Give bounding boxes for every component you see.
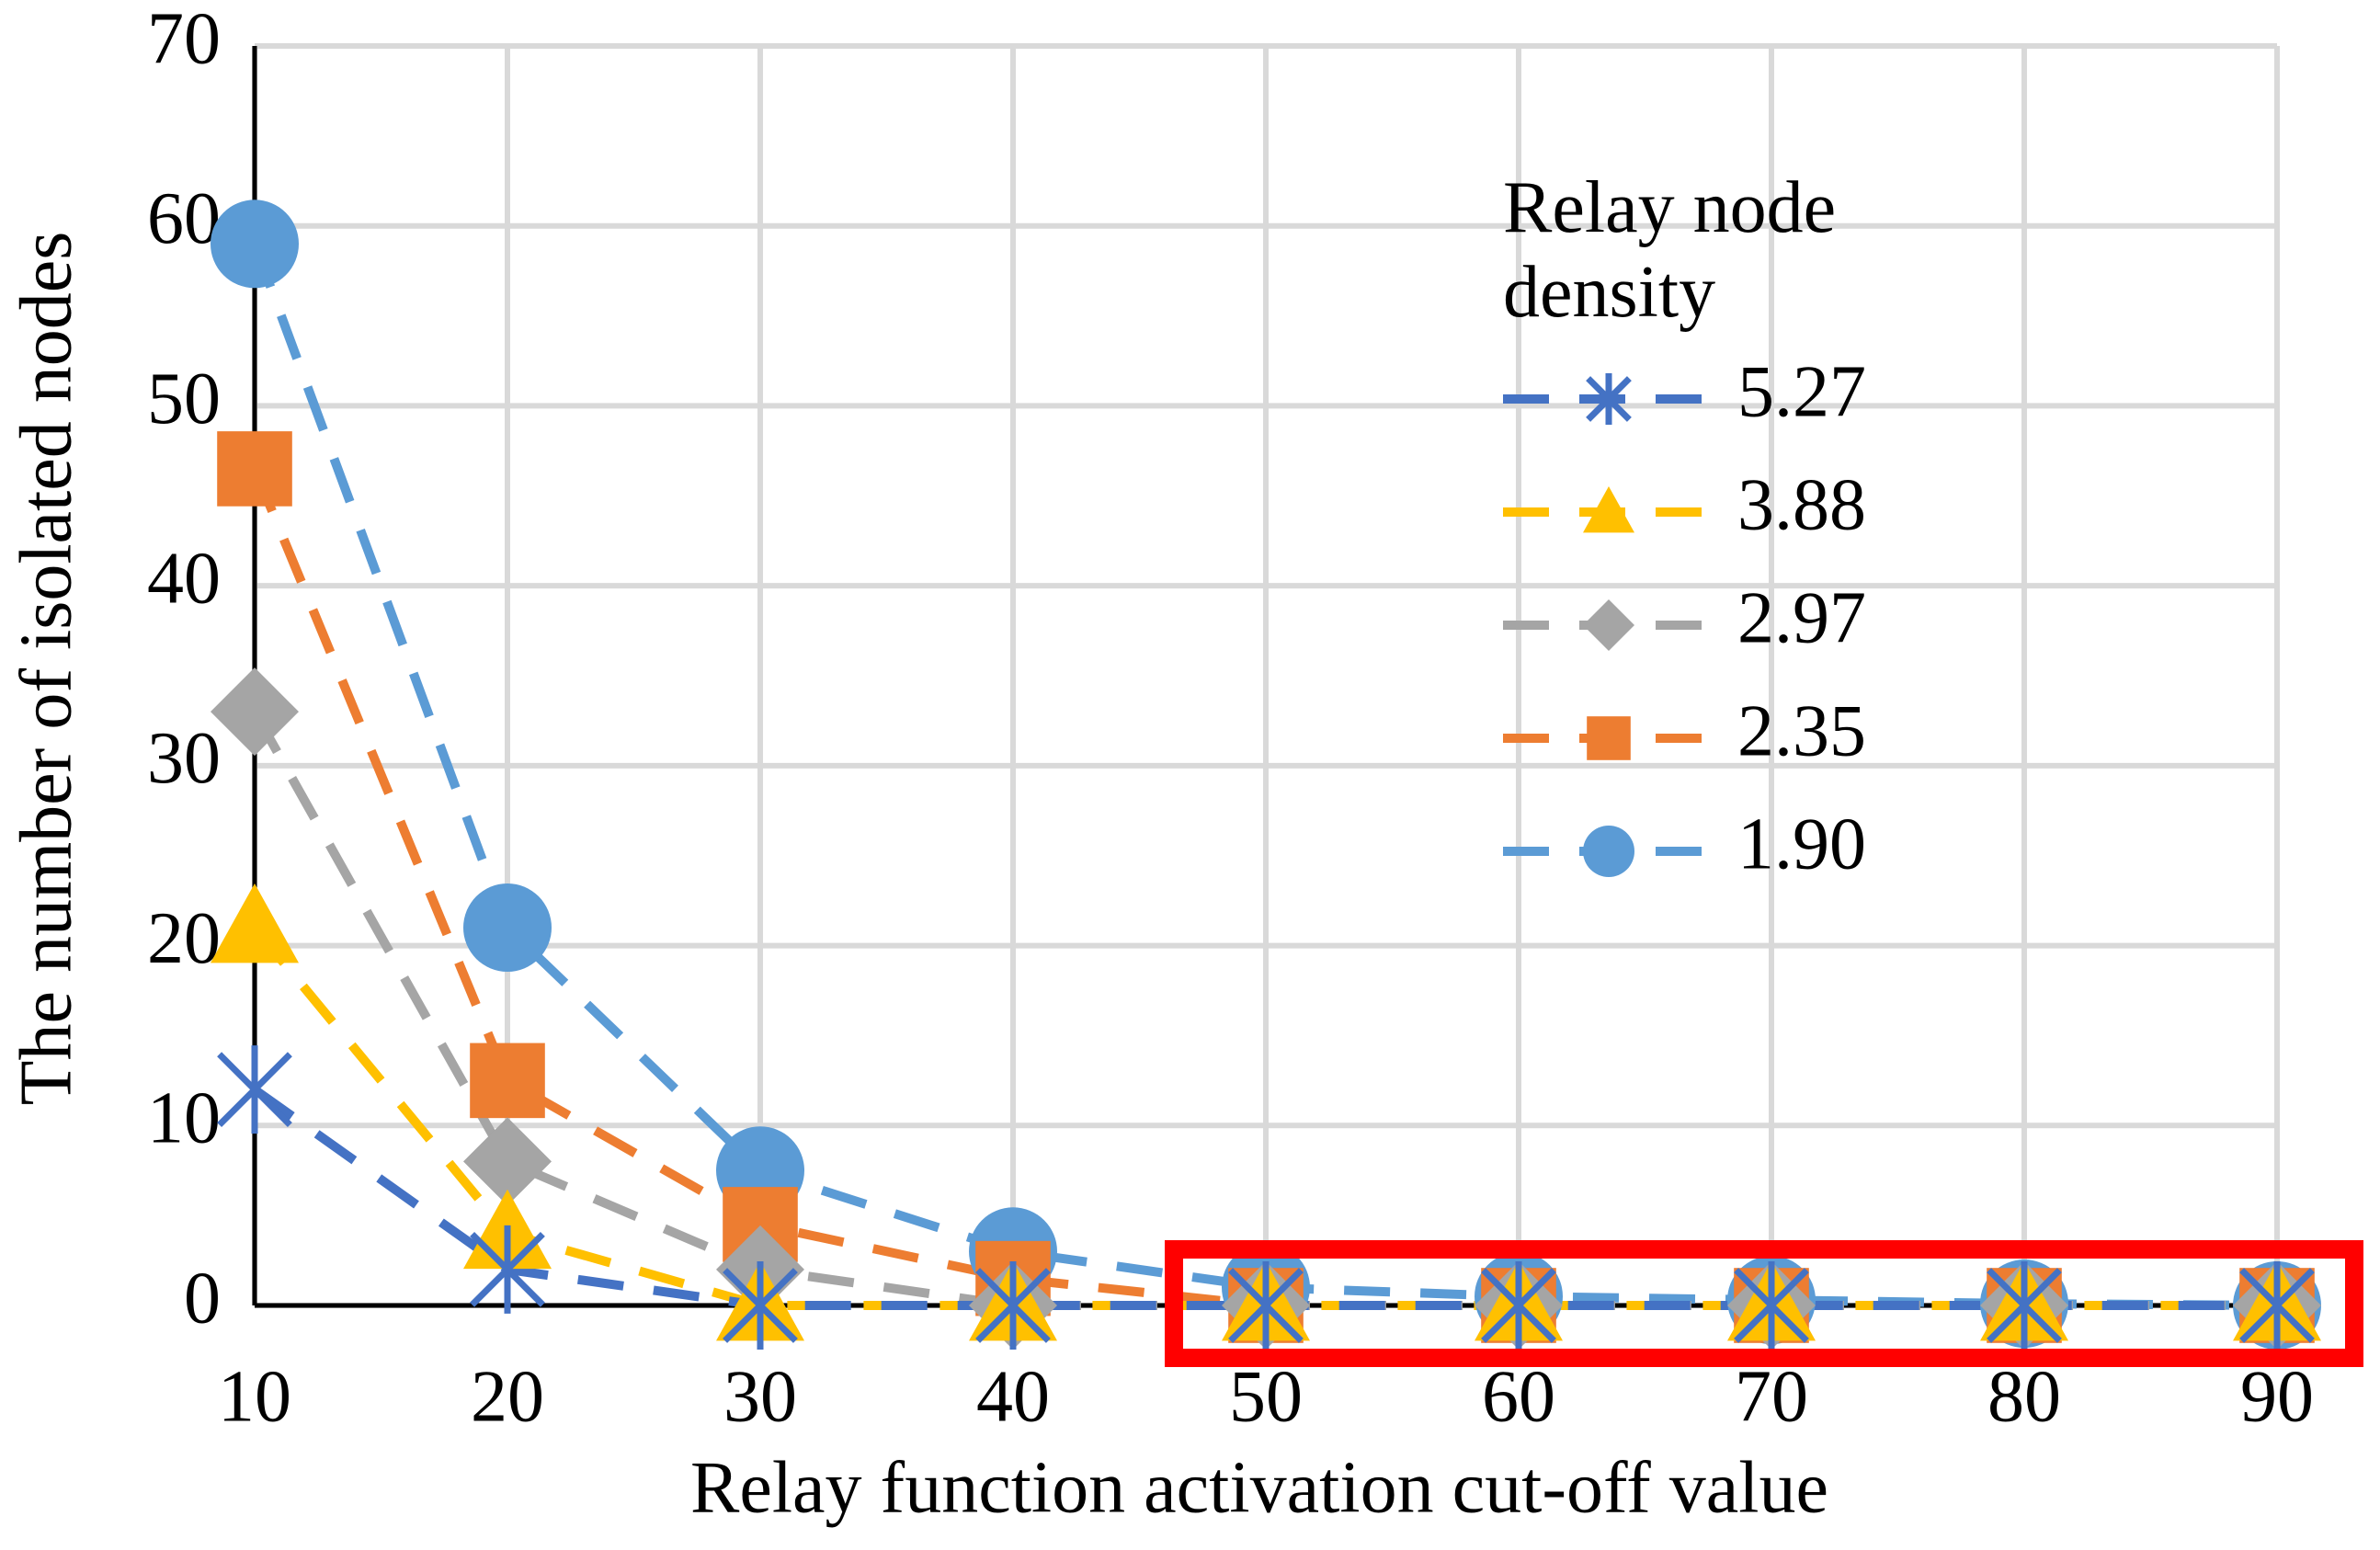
legend: 5.27 3.88 2.97 2.35 1.90 (1503, 351, 1866, 884)
series-line (250, 242, 2278, 1310)
marker (1586, 373, 1632, 425)
legend-label: 2.35 (1737, 690, 1866, 771)
x-tick-label: 30 (723, 1356, 797, 1437)
marker (1583, 486, 1634, 533)
marker (723, 1261, 798, 1350)
y-tick-label: 10 (147, 1078, 221, 1159)
marker (217, 1045, 292, 1134)
legend-title: Relay node density (1503, 167, 1837, 333)
marker-shape (217, 1045, 292, 1134)
marker-shape (1583, 599, 1634, 651)
marker (1587, 716, 1631, 760)
y-tick-label: 70 (147, 0, 221, 79)
marker (1481, 1261, 1556, 1350)
marker-shape (1583, 826, 1634, 877)
marker (1583, 599, 1634, 651)
x-tick-label: 20 (471, 1356, 544, 1437)
marker (217, 431, 292, 507)
x-tick-label: 70 (1735, 1356, 1808, 1437)
legend-label: 2.97 (1737, 577, 1866, 658)
marker-shape (470, 1225, 545, 1314)
legend-label: 3.88 (1737, 464, 1866, 545)
y-tick-label: 20 (147, 898, 221, 979)
x-tick-label: 90 (2240, 1356, 2314, 1437)
marker-shape (470, 1043, 545, 1119)
x-tick-label: 10 (218, 1356, 291, 1437)
marker (1734, 1261, 1809, 1350)
x-tick-label: 80 (1987, 1356, 2061, 1437)
marker-shape (463, 883, 552, 972)
y-axis-title: The number of isolated nodes (6, 232, 86, 1106)
marker-shape (723, 1261, 798, 1350)
marker (1228, 1261, 1304, 1350)
grid (252, 43, 2280, 1308)
y-tick-label: 0 (184, 1258, 221, 1339)
x-axis-title: Relay function activation cut-off value (690, 1447, 1828, 1528)
marker-shape (975, 1261, 1051, 1350)
marker-shape (1586, 373, 1632, 425)
marker (463, 883, 552, 972)
marker (470, 1043, 545, 1119)
y-tick-label: 40 (147, 539, 221, 620)
marker-shape (1987, 1261, 2062, 1350)
marker-shape (1481, 1261, 1556, 1350)
marker (2239, 1261, 2315, 1350)
marker (211, 199, 299, 289)
marker-shape (1734, 1261, 1809, 1350)
marker-shape (2239, 1261, 2315, 1350)
marker-shape (1583, 486, 1634, 533)
marker (1987, 1261, 2062, 1350)
axes: 0 10 20 30 40 50 60 70 10 20 30 40 50 60 70 80 90 (147, 0, 2314, 1437)
highlight-box (1165, 1240, 2363, 1367)
marker (975, 1261, 1051, 1350)
marker (470, 1225, 545, 1314)
series-markers (211, 199, 2321, 1350)
y-tick-label: 50 (147, 359, 221, 439)
marker (211, 883, 299, 963)
x-tick-label: 40 (976, 1356, 1050, 1437)
marker-shape (1228, 1261, 1304, 1350)
marker-shape (211, 199, 299, 289)
legend-label: 1.90 (1737, 803, 1866, 884)
marker-shape (1587, 716, 1631, 760)
marker-shape (211, 667, 299, 757)
y-tick-label: 30 (147, 718, 221, 799)
x-tick-label: 50 (1229, 1356, 1303, 1437)
marker (1583, 826, 1634, 877)
marker-shape (463, 1117, 552, 1206)
y-tick-label: 60 (147, 178, 221, 259)
marker (463, 1117, 552, 1206)
legend-label: 5.27 (1737, 351, 1866, 432)
x-tick-label: 60 (1482, 1356, 1555, 1437)
marker (211, 667, 299, 757)
marker-shape (217, 431, 292, 507)
marker-shape (211, 883, 299, 963)
